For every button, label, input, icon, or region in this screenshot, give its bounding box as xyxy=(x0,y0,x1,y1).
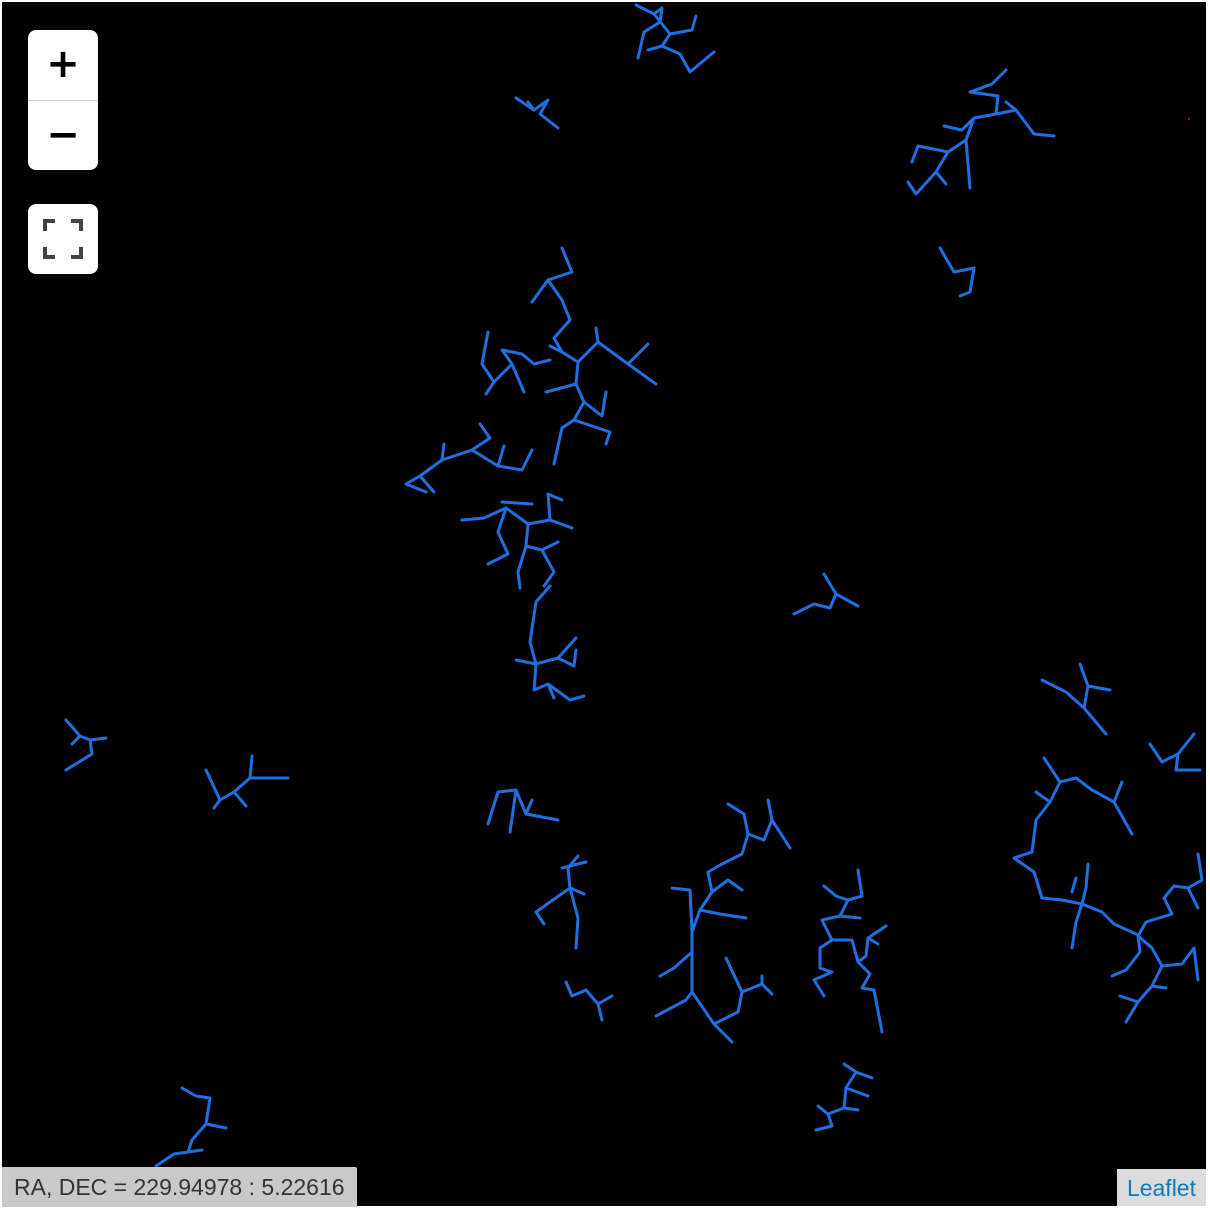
zoom-in-button[interactable]: + xyxy=(28,30,98,101)
filament-15 xyxy=(486,788,560,834)
filament-6 xyxy=(480,330,552,396)
filament-24 xyxy=(154,1086,228,1168)
filament-23 xyxy=(814,1062,874,1132)
filament-3 xyxy=(906,68,1056,196)
filament-16 xyxy=(1012,756,1138,950)
filament-21 xyxy=(564,980,614,1022)
filament-8 xyxy=(460,492,574,590)
filament-19 xyxy=(658,798,792,978)
filament-10 xyxy=(792,572,860,616)
filament-14 xyxy=(204,754,290,810)
filament-2 xyxy=(514,96,560,130)
filament-11 xyxy=(1040,662,1112,736)
filament-9 xyxy=(514,584,586,702)
filament-1 xyxy=(634,3,716,74)
marker-dot xyxy=(1187,117,1191,121)
coordinate-readout: RA, DEC = 229.94978 : 5.22616 xyxy=(2,1167,357,1207)
fullscreen-button[interactable] xyxy=(28,204,98,274)
filament-5 xyxy=(530,246,658,466)
zoom-out-button[interactable]: − xyxy=(46,112,80,158)
zoom-control: + − xyxy=(28,30,98,170)
filament-13 xyxy=(64,718,108,772)
filament-20 xyxy=(654,950,774,1044)
attribution-link[interactable]: Leaflet xyxy=(1116,1169,1206,1206)
fullscreen-icon xyxy=(43,219,83,259)
filament-18 xyxy=(534,854,588,950)
filament-17 xyxy=(1110,852,1204,1024)
filament-12 xyxy=(1148,732,1202,772)
filament-22 xyxy=(812,868,888,1034)
filament-4 xyxy=(938,246,976,298)
filament-7 xyxy=(404,422,534,494)
